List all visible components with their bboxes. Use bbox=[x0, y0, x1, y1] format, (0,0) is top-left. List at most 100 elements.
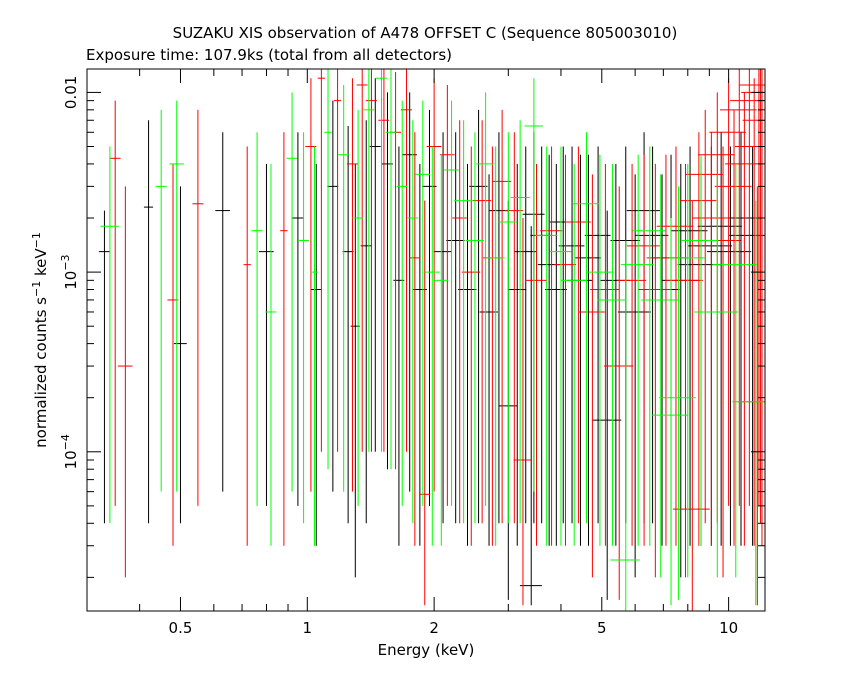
y-tick-label-0: 0.01 bbox=[62, 76, 80, 109]
series-1-point-16 bbox=[419, 200, 431, 606]
series-2-point-6 bbox=[298, 132, 310, 524]
series-2-point-13 bbox=[385, 69, 397, 470]
series-1-point-34 bbox=[626, 154, 660, 546]
series-1-point-25 bbox=[513, 218, 532, 606]
y-tick-label-exp: −4 bbox=[59, 434, 72, 450]
series-2-point-4 bbox=[265, 163, 277, 546]
series-2-point-41 bbox=[693, 174, 739, 578]
series-0-point-42 bbox=[651, 154, 689, 546]
series-1-point-12 bbox=[378, 69, 390, 452]
series-2-point-42 bbox=[712, 163, 757, 578]
x-tick-label-4: 10 bbox=[719, 619, 738, 637]
series-1-point-31 bbox=[590, 163, 620, 546]
y-axis-label-main: normalized counts s bbox=[32, 297, 50, 448]
series-2-point-27 bbox=[535, 146, 558, 546]
series-0-point-6 bbox=[310, 163, 322, 546]
series-2-point-1 bbox=[155, 109, 167, 492]
series-0-point-46 bbox=[687, 146, 733, 546]
series-2-point-29 bbox=[560, 163, 587, 546]
series-1-point-20 bbox=[461, 146, 481, 546]
series-1-point-9 bbox=[346, 78, 358, 492]
series-2-point-32 bbox=[597, 163, 627, 546]
x-tick-label-3: 5 bbox=[597, 619, 607, 637]
series-2-point-14 bbox=[396, 100, 408, 506]
series-2-point-5 bbox=[286, 92, 298, 492]
series-2-point-8 bbox=[324, 69, 332, 470]
series-2-point-23 bbox=[486, 146, 505, 546]
series-2-point-43 bbox=[732, 200, 765, 606]
y-tick-label-base: 10 bbox=[62, 450, 80, 469]
series-2-point-12 bbox=[375, 69, 387, 452]
series-2-point-36 bbox=[641, 174, 679, 578]
series-2-point-37 bbox=[651, 218, 689, 606]
series-1-point-3 bbox=[192, 109, 204, 506]
series-0-point-0 bbox=[98, 210, 110, 524]
series-0-point-1 bbox=[143, 120, 154, 524]
series-2-point-35 bbox=[632, 146, 666, 546]
series-1-point-47 bbox=[719, 69, 757, 506]
series-1-point-27 bbox=[540, 146, 563, 546]
series-2-point-30 bbox=[573, 132, 599, 524]
series-2-point-26 bbox=[524, 78, 543, 492]
series-1-point-11 bbox=[365, 69, 377, 452]
series-1-point-39 bbox=[673, 200, 710, 611]
series-2-point-18 bbox=[433, 154, 449, 546]
series-1-point-41 bbox=[685, 109, 723, 524]
chart-title: SUZAKU XIS observation of A478 OFFSET C … bbox=[173, 24, 678, 42]
data-points bbox=[98, 69, 765, 611]
y-axis-label-exp2: −1 bbox=[30, 232, 43, 248]
series-2-point-28 bbox=[549, 146, 572, 546]
series-1-point-43 bbox=[698, 92, 735, 524]
series-2-point-39 bbox=[668, 163, 706, 578]
series-1-point-17 bbox=[426, 78, 442, 492]
series-1-point-4 bbox=[243, 146, 251, 546]
series-2-point-7 bbox=[310, 146, 319, 546]
series-0-point-5 bbox=[292, 132, 304, 506]
series-0-point-34 bbox=[584, 146, 611, 524]
series-1-point-44 bbox=[703, 146, 741, 578]
series-0-point-2 bbox=[173, 186, 187, 524]
series-1-point-10 bbox=[356, 69, 368, 452]
series-1-point-28 bbox=[554, 154, 577, 546]
series-2-point-31 bbox=[586, 154, 613, 546]
series-2-point-40 bbox=[681, 154, 719, 546]
series-2-point-16 bbox=[415, 100, 430, 506]
series-1-point-30 bbox=[579, 174, 605, 578]
chart-subtitle: Exposure time: 107.9ks (total from all d… bbox=[86, 46, 452, 64]
plot-frame bbox=[86, 68, 766, 612]
series-1-point-48 bbox=[725, 92, 762, 546]
y-tick-label-2: 10−4 bbox=[59, 434, 80, 469]
series-1-point-18 bbox=[439, 84, 455, 506]
series-2-point-10 bbox=[352, 109, 364, 506]
series-2-point-38 bbox=[659, 186, 696, 600]
series-1-point-1 bbox=[117, 186, 133, 578]
series-0-point-3 bbox=[215, 132, 230, 492]
series-2-point-24 bbox=[498, 132, 518, 524]
series-0-point-47 bbox=[697, 132, 742, 546]
series-0-point-40 bbox=[635, 146, 669, 524]
y-tick-label-base: 0.01 bbox=[62, 76, 80, 109]
series-1-point-0 bbox=[109, 100, 121, 506]
series-2-point-33 bbox=[610, 240, 640, 611]
series-1-point-40 bbox=[679, 132, 717, 546]
y-axis-label-mid: keV bbox=[32, 248, 50, 281]
series-0-point-17 bbox=[433, 132, 452, 524]
series-1-point-38 bbox=[666, 163, 703, 578]
series-2-point-20 bbox=[454, 120, 473, 524]
series-0-point-45 bbox=[677, 163, 722, 546]
x-axis-label: Energy (keV) bbox=[378, 641, 475, 659]
series-0-point-35 bbox=[591, 210, 622, 600]
series-2-point-22 bbox=[476, 92, 495, 506]
series-2-point-19 bbox=[444, 100, 459, 506]
y-axis-label-exp1: −1 bbox=[30, 281, 43, 297]
series-0-point-7 bbox=[327, 100, 339, 492]
x-tick-label-2: 2 bbox=[429, 619, 439, 637]
series-0-point-19 bbox=[458, 163, 477, 546]
series-2-point-17 bbox=[424, 146, 440, 546]
series-1-point-15 bbox=[409, 132, 421, 546]
series-1-point-33 bbox=[616, 163, 647, 546]
y-axis-label: normalized counts s−1 keV−1 bbox=[30, 232, 50, 448]
series-0-point-51 bbox=[519, 226, 542, 606]
